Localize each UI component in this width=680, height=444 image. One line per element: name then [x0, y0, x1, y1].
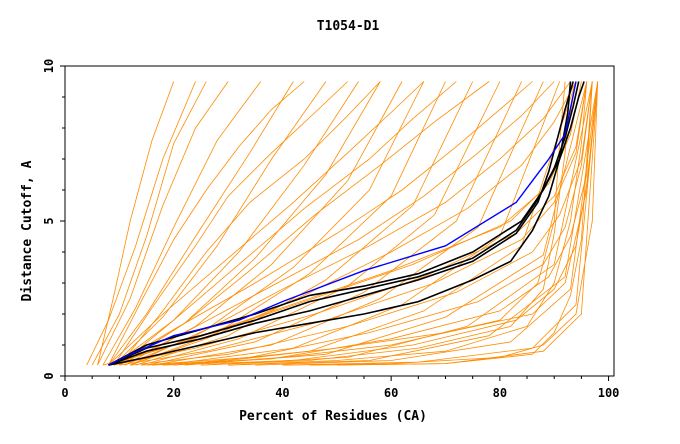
series-line-many-models-42 [228, 81, 588, 366]
series-line-many-models-34 [108, 81, 425, 366]
series-line-many-models-8 [130, 81, 425, 366]
series-line-many-models-3 [108, 81, 294, 366]
series-line-highlight-black-49 [108, 81, 574, 366]
series-line-many-models-47 [282, 81, 599, 366]
series-line-many-models-30 [113, 81, 533, 366]
series-line-many-models-38 [113, 81, 348, 366]
x-tick-label: 100 [598, 386, 620, 400]
x-axis-label: Percent of Residues (CA) [239, 409, 427, 424]
series-line-many-models-33 [130, 81, 577, 366]
series-line-many-models-15 [173, 81, 577, 366]
y-axis-ticks: 0 5 10 [42, 59, 65, 380]
series-line-many-models-32 [124, 81, 571, 366]
x-tick-label: 80 [493, 386, 507, 400]
y-tick-label: 10 [42, 59, 56, 73]
y-tick-label: 0 [42, 372, 56, 379]
chart-title: T1054-D1 [317, 19, 380, 34]
series-line-many-models-43 [336, 81, 593, 366]
series-line-highlight-blue-52 [108, 81, 577, 366]
x-tick-label: 0 [61, 386, 68, 400]
series-line-many-models-41 [86, 81, 196, 366]
series-line-many-models-11 [140, 81, 501, 366]
x-tick-label: 60 [384, 386, 398, 400]
series-line-many-models-45 [200, 81, 571, 366]
series-line-many-models-28 [151, 81, 593, 366]
series-line-many-models-13 [151, 81, 544, 366]
series-line-many-models-19 [255, 81, 599, 366]
series-line-many-models-0 [91, 81, 207, 366]
series-line-many-models-20 [282, 81, 599, 366]
x-tick-label: 40 [275, 386, 289, 400]
series-line-many-models-4 [113, 81, 327, 366]
series-lines [86, 81, 599, 366]
series-line-many-models-12 [146, 81, 522, 366]
series-line-many-models-23 [108, 81, 582, 366]
series-line-many-models-31 [119, 81, 555, 366]
series-line-many-models-36 [119, 81, 490, 366]
series-line-many-models-1 [97, 81, 229, 366]
series-line-highlight-black-50 [108, 81, 580, 366]
series-line-many-models-40 [97, 81, 175, 366]
series-line-many-models-2 [102, 81, 262, 366]
y-axis-label: Distance Cutoff, A [20, 160, 35, 301]
series-line-many-models-29 [162, 81, 599, 366]
series-line-many-models-18 [228, 81, 599, 366]
series-line-highlight-black-51 [108, 81, 585, 366]
series-line-many-models-46 [146, 81, 599, 366]
series-line-many-models-39 [119, 81, 381, 366]
series-line-many-models-9 [130, 81, 446, 366]
x-tick-label: 20 [166, 386, 180, 400]
series-line-highlight-black-48 [108, 81, 572, 366]
series-line-many-models-6 [119, 81, 381, 366]
series-line-many-models-37 [108, 81, 305, 366]
y-tick-label: 5 [42, 217, 56, 224]
x-axis-ticks: 0 20 40 60 80 100 [61, 376, 619, 400]
series-line-many-models-5 [119, 81, 359, 366]
series-line-many-models-25 [119, 81, 588, 366]
series-line-many-models-35 [113, 81, 457, 366]
series-line-many-models-27 [141, 81, 593, 366]
